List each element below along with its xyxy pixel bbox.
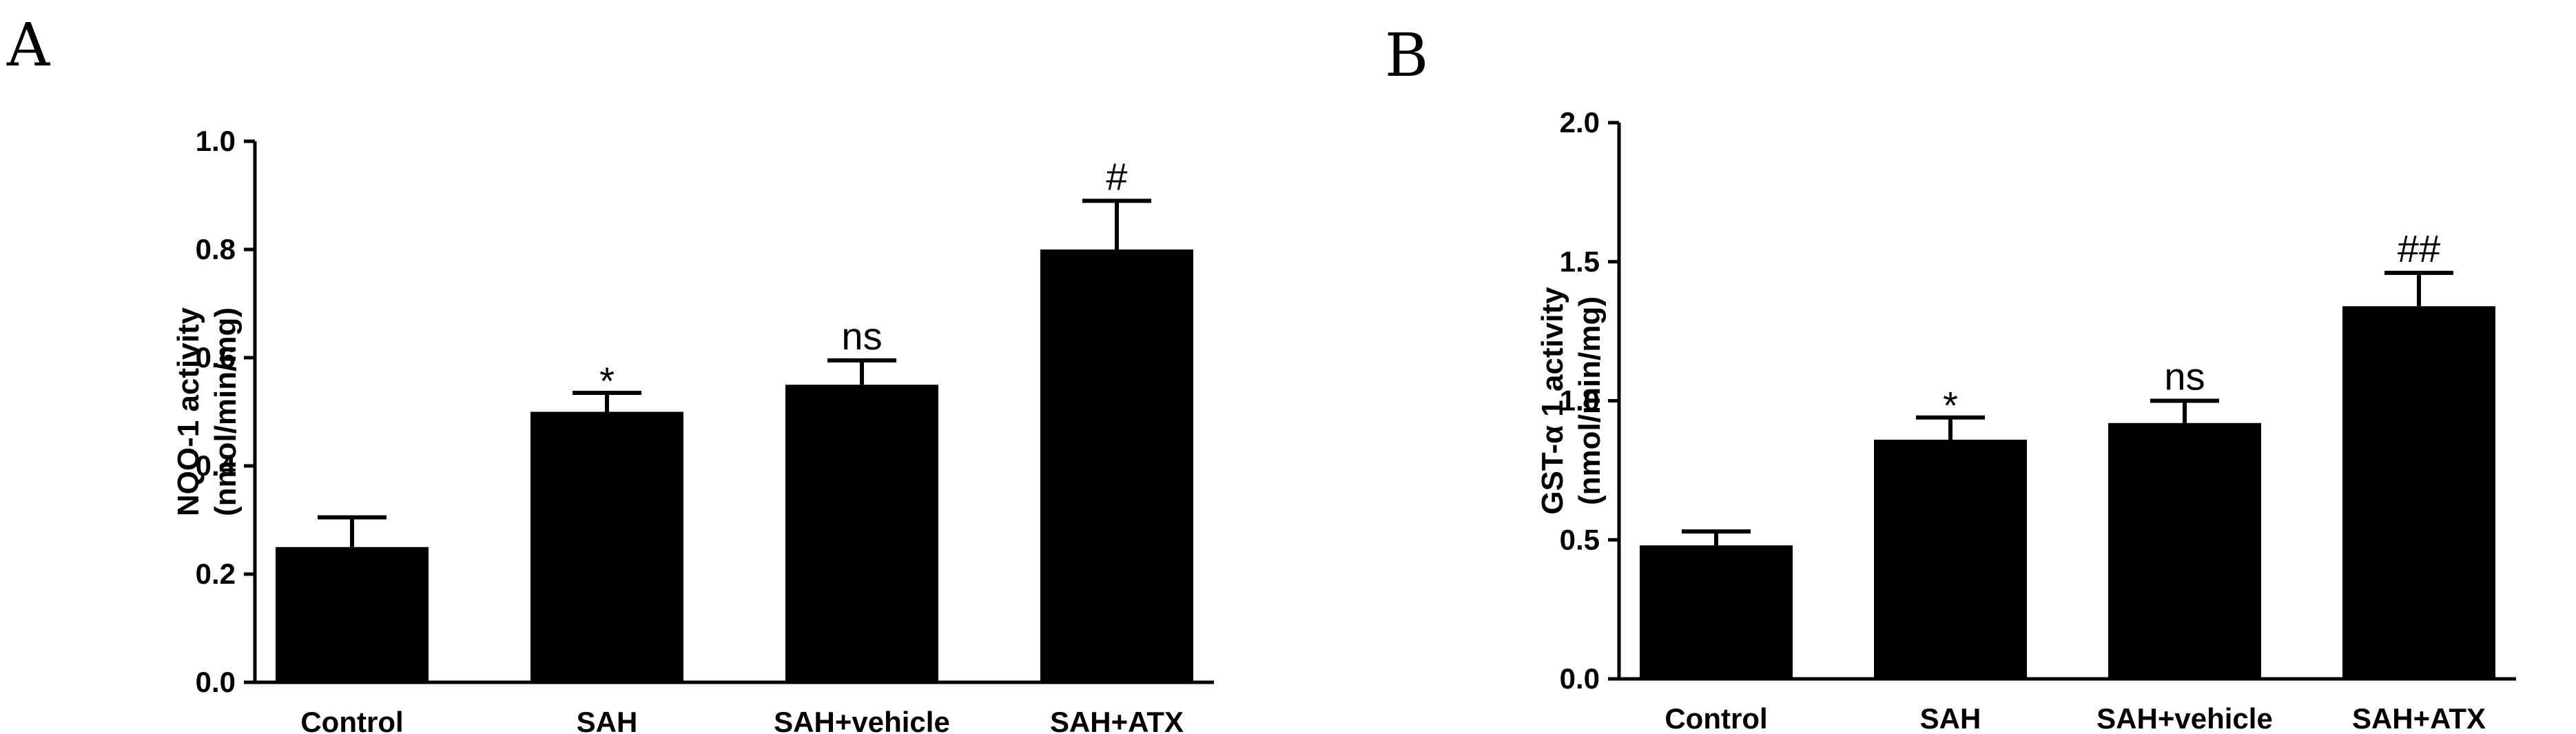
- x-tick-label: SAH: [577, 706, 638, 734]
- bar: [1640, 545, 1793, 679]
- x-tick-label: SAH: [1920, 702, 1981, 734]
- y-tick-label: 0.4: [196, 449, 236, 482]
- y-axis-title-line: GST-α 1 activity: [1536, 287, 1569, 515]
- significance-label: *: [599, 359, 615, 402]
- y-tick-label: 1.5: [1560, 245, 1600, 278]
- significance-label: *: [1943, 384, 1958, 427]
- panel-letter: A: [6, 11, 50, 80]
- bar: [1040, 249, 1193, 682]
- y-axis-title: GST-α 1 activity (nmol/min/mg): [1536, 287, 1607, 515]
- significance-label: ns: [2164, 355, 2205, 398]
- y-tick-label: 0.8: [196, 233, 236, 265]
- bar: [2108, 422, 2261, 679]
- bar: [2342, 306, 2495, 679]
- x-tick-label: SAH+ATX: [2352, 702, 2486, 734]
- y-tick-label: 0.5: [1560, 523, 1600, 555]
- y-axis-title-line: (nmol/min/mg): [1573, 296, 1607, 505]
- y-tick-label: 0.0: [1560, 662, 1600, 695]
- y-tick-label: 0.2: [196, 558, 236, 590]
- y-tick-label: 1.0: [1560, 385, 1600, 417]
- y-axis-title: NQO-1 activity (nmol/min/mg): [172, 307, 243, 516]
- x-tick-label: SAH+vehicle: [2096, 702, 2273, 734]
- x-tick-label: Control: [300, 706, 403, 734]
- y-tick-label: 1.0: [196, 125, 236, 157]
- y-tick-label: 2.0: [1560, 106, 1600, 139]
- bar: [530, 411, 683, 682]
- x-tick-label: SAH+vehicle: [774, 706, 950, 734]
- y-axis-title-line: (nmol/min/mg): [209, 307, 243, 516]
- bar: [1874, 439, 2027, 679]
- x-tick-label: SAH+ATX: [1050, 706, 1184, 734]
- y-axis-title-line: NQO-1 activity: [172, 307, 205, 516]
- bar: [785, 385, 938, 682]
- significance-label: #: [1106, 154, 1127, 198]
- chart-panel-a: A 0.0 0.2 0.4 0.6 0.8 1.0 NQO-1 activity (nmol/m…: [6, 11, 1214, 734]
- significance-label: ##: [2398, 227, 2440, 270]
- y-tick-label: 0.0: [196, 666, 236, 698]
- y-tick-label: 0.6: [196, 341, 236, 374]
- chart-panel-b: B 0.0 0.5 1.0 1.5 2.0 GST-α 1 activity (nmol/mi…: [1385, 21, 2516, 734]
- bar: [276, 547, 429, 682]
- panel-letter: B: [1385, 21, 1428, 90]
- significance-label: ns: [841, 314, 882, 358]
- x-tick-label: Control: [1665, 702, 1767, 734]
